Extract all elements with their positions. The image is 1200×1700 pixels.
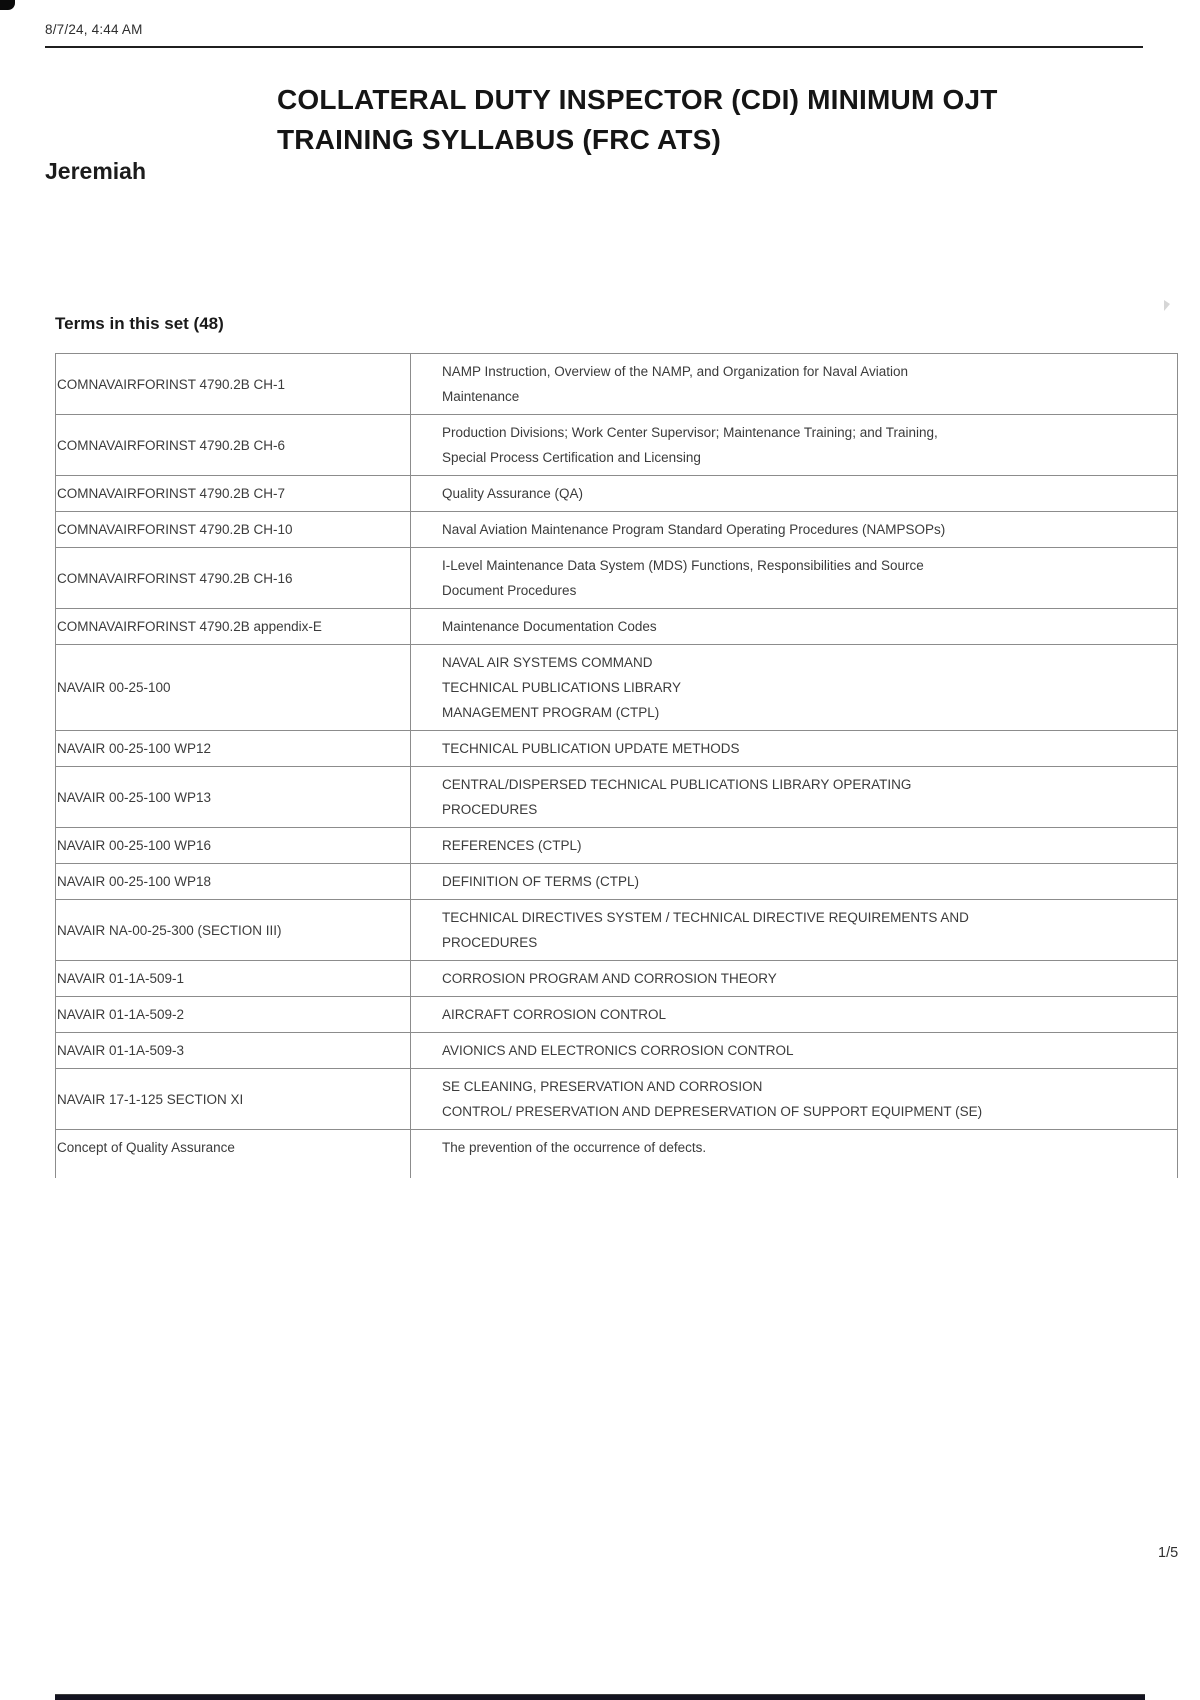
term-text: NAVAIR NA-00-25-300 (SECTION III)	[55, 899, 411, 961]
term-text: NAVAIR 17-1-125 SECTION XI	[55, 1068, 411, 1130]
definition-text: AVIONICS AND ELECTRONICS CORROSION CONTR…	[410, 1032, 1178, 1069]
author-name: Jeremiah	[45, 158, 147, 184]
term-row: COMNAVAIRFORINST 4790.2B CH-7 Quality Ass…	[55, 475, 1178, 512]
definition-text: Maintenance Documentation Codes	[410, 608, 1178, 645]
term-row: NAVAIR 17-1-125 SECTION XI SE CLEANING, P…	[55, 1068, 1178, 1130]
definition-text: Naval Aviation Maintenance Program Stand…	[410, 511, 1178, 548]
page-number: 1/5	[1158, 1545, 1179, 1561]
term-text: NAVAIR 00-25-100	[55, 644, 411, 731]
term-row: NAVAIR 01-1A-509-3 AVIONICS AND ELECTRONI…	[55, 1032, 1178, 1069]
definition-text: DEFINITION OF TERMS (CTPL)	[410, 863, 1178, 900]
screen-corner-artifact	[0, 0, 15, 10]
definition-text: Production Divisions; Work Center Superv…	[410, 414, 1178, 476]
term-text: NAVAIR 01-1A-509-1	[55, 960, 411, 997]
term-row: COMNAVAIRFORINST 4790.2B CH-6 Production …	[55, 414, 1178, 476]
definition-text: TECHNICAL DIRECTIVES SYSTEM / TECHNICAL …	[410, 899, 1178, 961]
term-row: NAVAIR 00-25-100 WP16 REFERENCES (CTPL)	[55, 827, 1178, 864]
definition-text: CENTRAL/DISPERSED TECHNICAL PUBLICATIONS…	[410, 766, 1178, 828]
term-text: NAVAIR 00-25-100 WP13	[55, 766, 411, 828]
definition-text: CORROSION PROGRAM AND CORROSION THEORY	[410, 960, 1178, 997]
term-row: COMNAVAIRFORINST 4790.2B CH-1 NAMP Instru…	[55, 353, 1178, 415]
term-row: NAVAIR 00-25-100 WP18 DEFINITION OF TERMS…	[55, 863, 1178, 900]
term-row: NAVAIR 01-1A-509-1 CORROSION PROGRAM AND …	[55, 960, 1178, 997]
definition-text: NAMP Instruction, Overview of the NAMP, …	[410, 353, 1178, 415]
term-text: Concept of Quality Assurance	[55, 1129, 411, 1178]
terms-table: COMNAVAIRFORINST 4790.2B CH-1 NAMP Instru…	[55, 353, 1178, 1178]
term-row: NAVAIR 00-25-100 WP13 CENTRAL/DISPERSED T…	[55, 766, 1178, 828]
definition-text: TECHNICAL PUBLICATION UPDATE METHODS	[410, 730, 1178, 767]
term-text: COMNAVAIRFORINST 4790.2B CH-6	[55, 414, 411, 476]
terms-table-body: COMNAVAIRFORINST 4790.2B CH-1 NAMP Instru…	[55, 353, 1178, 1178]
definition-text: Quality Assurance (QA)	[410, 475, 1178, 512]
definition-text: NAVAL AIR SYSTEMS COMMAND TECHNICAL PUBL…	[410, 644, 1178, 731]
header-divider	[45, 46, 1143, 48]
term-row: COMNAVAIRFORINST 4790.2B CH-10 Naval Avia…	[55, 511, 1178, 548]
term-text: COMNAVAIRFORINST 4790.2B CH-7	[55, 475, 411, 512]
term-text: NAVAIR 00-25-100 WP16	[55, 827, 411, 864]
term-row: COMNAVAIRFORINST 4790.2B CH-16 I-Level Ma…	[55, 547, 1178, 609]
term-text: COMNAVAIRFORINST 4790.2B CH-10	[55, 511, 411, 548]
term-text: COMNAVAIRFORINST 4790.2B CH-1	[55, 353, 411, 415]
term-row: NAVAIR 00-25-100 NAVAL AIR SYSTEMS COMMAN…	[55, 644, 1178, 731]
next-page-header-bar	[55, 1694, 1145, 1700]
term-text: NAVAIR 00-25-100 WP18	[55, 863, 411, 900]
cursor-artifact	[1164, 300, 1170, 311]
term-row: NAVAIR NA-00-25-300 (SECTION III) TECHNIC…	[55, 899, 1178, 961]
term-text: NAVAIR 00-25-100 WP12	[55, 730, 411, 767]
print-datetime: 8/7/24, 4:44 AM	[45, 22, 143, 37]
definition-text: REFERENCES (CTPL)	[410, 827, 1178, 864]
term-row: COMNAVAIRFORINST 4790.2B appendix-E Maint…	[55, 608, 1178, 645]
term-text: COMNAVAIRFORINST 4790.2B CH-16	[55, 547, 411, 609]
term-text: COMNAVAIRFORINST 4790.2B appendix-E	[55, 608, 411, 645]
terms-set-heading: Terms in this set (48)	[55, 314, 224, 333]
term-text: NAVAIR 01-1A-509-3	[55, 1032, 411, 1069]
definition-text: I-Level Maintenance Data System (MDS) Fu…	[410, 547, 1178, 609]
definition-text: SE CLEANING, PRESERVATION AND CORROSION …	[410, 1068, 1178, 1130]
term-row: NAVAIR 00-25-100 WP12 TECHNICAL PUBLICATI…	[55, 730, 1178, 767]
term-row: Concept of Quality Assurance The preventi…	[55, 1129, 1178, 1178]
term-row: NAVAIR 01-1A-509-2 AIRCRAFT CORROSION CON…	[55, 996, 1178, 1033]
page-title: COLLATERAL DUTY INSPECTOR (CDI) MINIMUM …	[277, 84, 998, 155]
definition-text: The prevention of the occurrence of defe…	[410, 1129, 1178, 1178]
term-text: NAVAIR 01-1A-509-2	[55, 996, 411, 1033]
definition-text: AIRCRAFT CORROSION CONTROL	[410, 996, 1178, 1033]
